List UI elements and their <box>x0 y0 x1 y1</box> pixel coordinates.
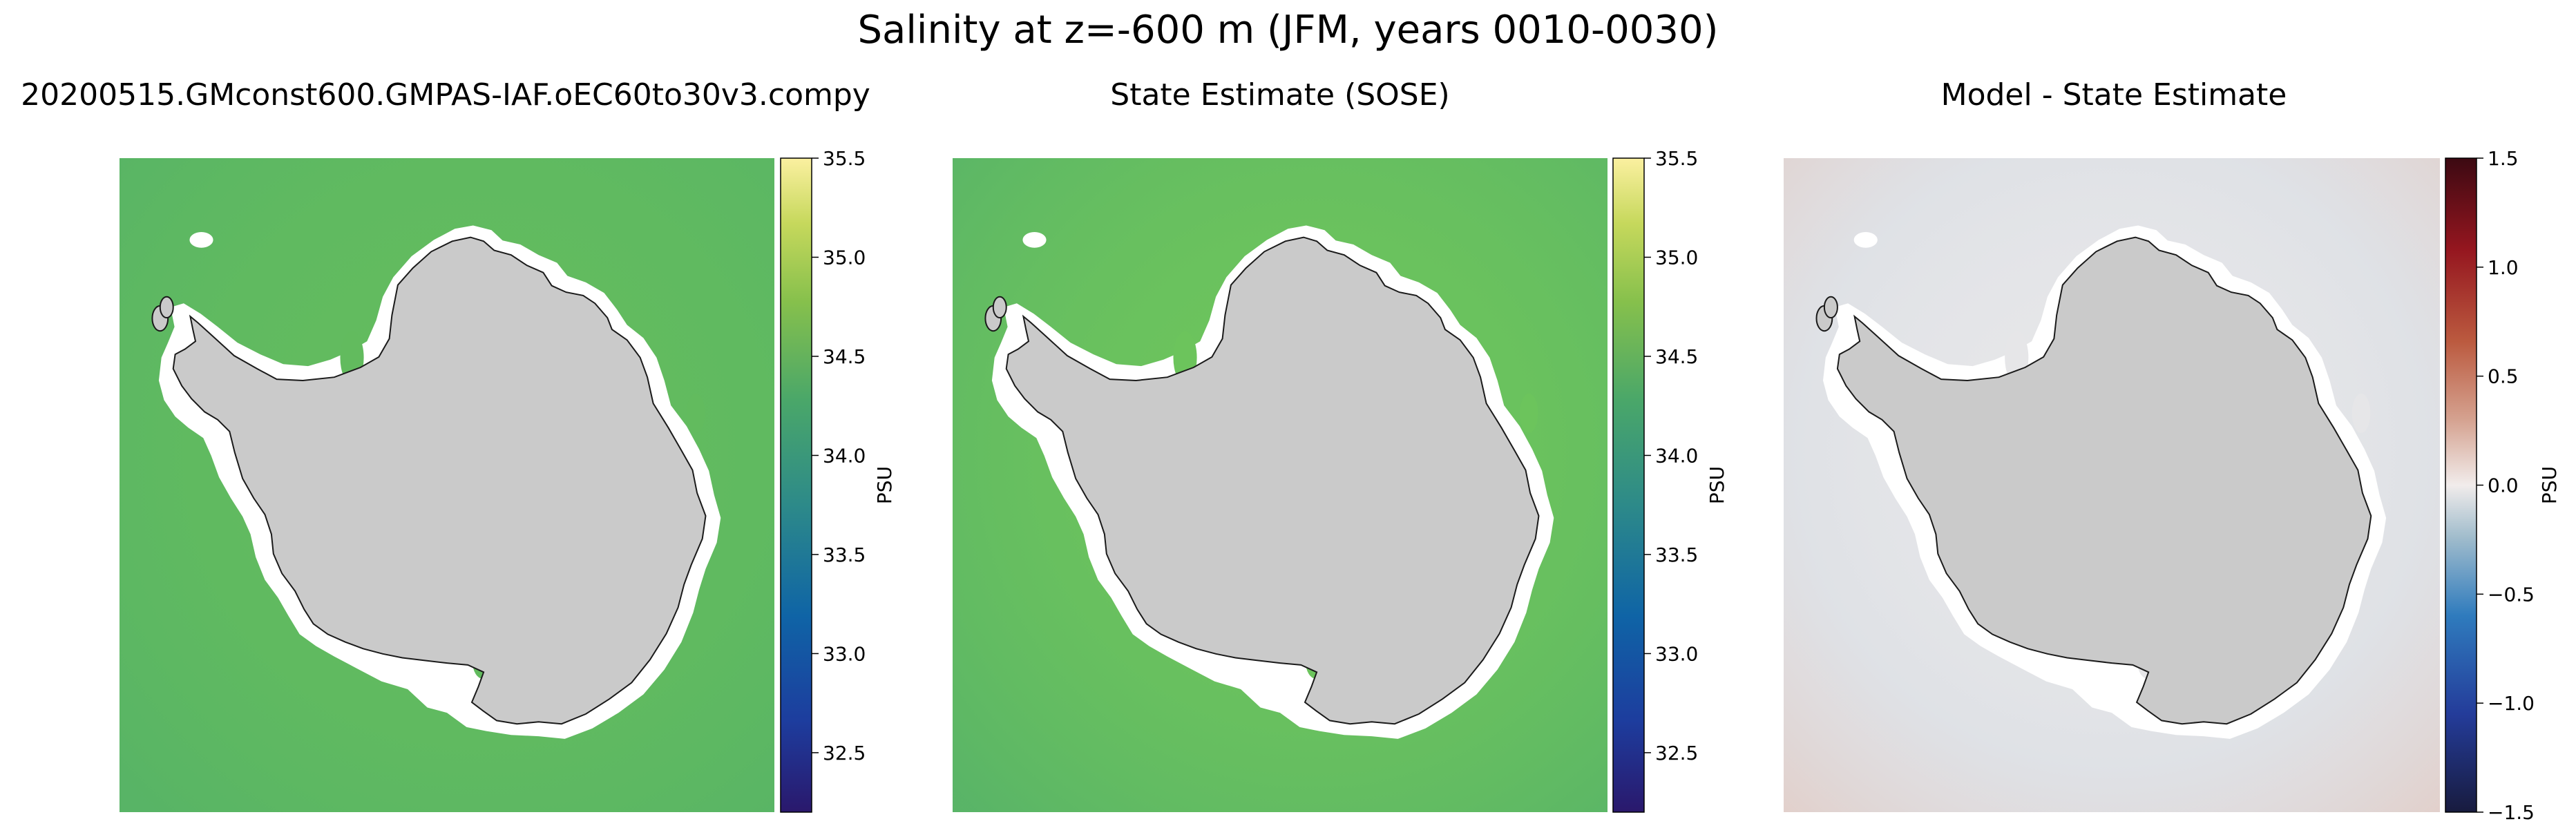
colorbar-tick-label: 34.0 <box>823 444 866 467</box>
islet-2 <box>1823 296 1838 319</box>
colorbar-tick-label: 33.0 <box>823 642 866 665</box>
island-no-data <box>1853 232 1878 248</box>
figure-suptitle: Salinity at z=-600 m (JFM, years 0010-00… <box>857 8 1719 52</box>
colorbar-tick-label: 34.5 <box>1655 345 1698 368</box>
colorbar-tick-label: 33.5 <box>823 543 866 566</box>
colorbar-tick-label: −1.0 <box>2488 692 2535 715</box>
colorbar-tick-label: 32.5 <box>823 742 866 764</box>
shelf-patch-2 <box>686 393 705 433</box>
colorbar-2: 35.5 35.0 34.5 34.0 33.5 33.0 32.5 PSU <box>1612 147 1728 813</box>
colorbar-label: PSU <box>873 466 896 504</box>
colorbar-gradient <box>2445 157 2477 813</box>
colorbar-tick-label: 34.0 <box>1655 444 1698 467</box>
colorbar-label: PSU <box>2538 466 2561 504</box>
colorbar-gradient <box>1612 157 1645 813</box>
colorbar-tick-label: 35.5 <box>823 147 866 170</box>
antarctica-land-mask <box>172 236 707 725</box>
colorbars: 35.535.034.534.033.533.032.5PSU35.535.03… <box>780 147 2561 824</box>
map-panels <box>120 158 2440 812</box>
colorbar-tick-label: 35.0 <box>1655 246 1698 269</box>
colorbar-tick-label: 0.0 <box>2488 474 2519 497</box>
island-no-data <box>1022 232 1047 248</box>
panel-2-title: State Estimate (SOSE) <box>1110 77 1450 113</box>
panel-3-title: Model - State Estimate <box>1940 77 2287 113</box>
colorbar-3: 1.5 1.0 0.5 0.0 −0.5 −1.0 −1.5 PSU <box>2445 147 2561 824</box>
map-panel-1 <box>120 158 774 812</box>
colorbar-tick-label: 32.5 <box>1655 742 1698 764</box>
shelf-patch-2 <box>2351 393 2371 433</box>
colorbar-tick-label: 1.5 <box>2488 147 2519 170</box>
colorbar-tick-label: 35.5 <box>1655 147 1698 170</box>
colorbar-tick-label: 1.0 <box>2488 256 2519 279</box>
colorbar-tick-label: 33.0 <box>1655 642 1698 665</box>
island-no-data <box>189 232 213 248</box>
colorbar-gradient <box>780 157 812 813</box>
colorbar-label: PSU <box>1706 466 1728 504</box>
panel-1-title: 20200515.GMconst600.GMPAS-IAF.oEC60to30v… <box>21 77 870 113</box>
colorbar-tick-label: 34.5 <box>823 345 866 368</box>
colorbar-tick-label: 35.0 <box>823 246 866 269</box>
colorbar-tick-label: −0.5 <box>2488 583 2535 606</box>
colorbar-tick-label: −1.5 <box>2488 801 2535 824</box>
antarctica-land-mask <box>1005 236 1540 725</box>
islet-2 <box>159 296 174 319</box>
map-panel-3 <box>1784 158 2440 812</box>
antarctica-land-mask <box>1836 236 2372 725</box>
colorbar-1: 35.5 35.0 34.5 34.0 33.5 33.0 32.5 PSU <box>780 147 896 813</box>
colorbar-tick-label: 0.5 <box>2488 365 2519 388</box>
map-panel-2 <box>953 158 1607 812</box>
colorbar-tick-label: 33.5 <box>1655 543 1698 566</box>
shelf-patch-2 <box>1519 393 1538 433</box>
islet-2 <box>992 296 1007 319</box>
